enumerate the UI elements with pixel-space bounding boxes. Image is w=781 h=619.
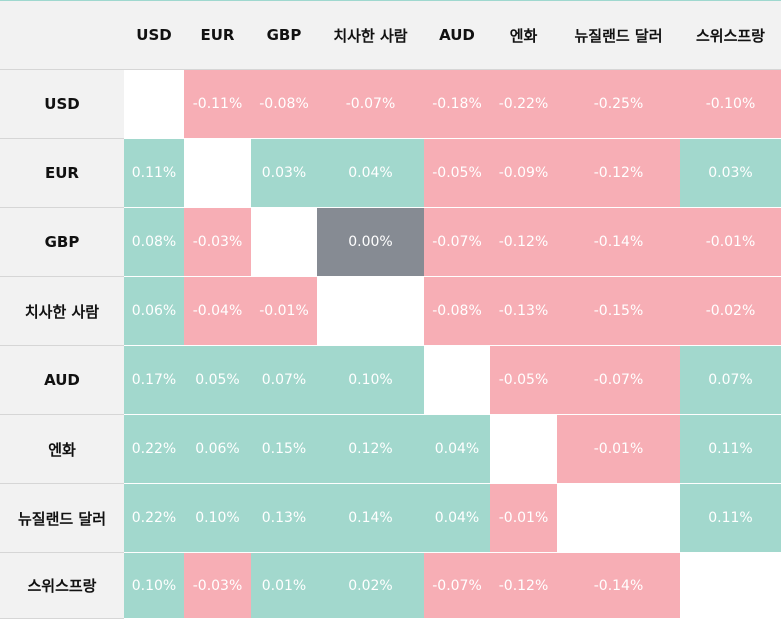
rate-change-cell: 0.01%: [251, 553, 317, 619]
rate-change-cell: 0.11%: [124, 139, 184, 208]
rate-change-cell: -0.13%: [490, 277, 557, 346]
rate-change-cell: -0.01%: [251, 277, 317, 346]
rate-change-cell: 0.04%: [424, 415, 490, 484]
row-header: USD: [0, 70, 124, 139]
rate-change-cell: 0.22%: [124, 415, 184, 484]
diagonal-empty-cell: [317, 277, 424, 346]
rate-change-cell: -0.04%: [184, 277, 251, 346]
diagonal-empty-cell: [424, 346, 490, 415]
rate-change-cell: 0.04%: [424, 484, 490, 553]
rate-change-cell: 0.03%: [251, 139, 317, 208]
row-header: EUR: [0, 139, 124, 208]
diagonal-empty-cell: [184, 139, 251, 208]
column-header: 치사한 사람: [317, 1, 424, 70]
rate-change-cell: 0.13%: [251, 484, 317, 553]
rate-change-cell: 0.10%: [317, 346, 424, 415]
column-header: AUD: [424, 1, 490, 70]
rate-change-cell: -0.01%: [680, 208, 781, 277]
rate-change-cell: 0.00%: [317, 208, 424, 277]
rate-change-cell: 0.07%: [251, 346, 317, 415]
rate-change-cell: -0.09%: [490, 139, 557, 208]
rate-change-cell: -0.05%: [490, 346, 557, 415]
rate-change-cell: -0.01%: [557, 415, 680, 484]
rate-change-cell: -0.14%: [557, 208, 680, 277]
rate-change-cell: 0.11%: [680, 484, 781, 553]
rate-change-cell: -0.15%: [557, 277, 680, 346]
row-header: 엔화: [0, 415, 124, 484]
rate-change-cell: 0.03%: [680, 139, 781, 208]
diagonal-empty-cell: [490, 415, 557, 484]
column-header: USD: [124, 1, 184, 70]
rate-change-cell: -0.12%: [490, 553, 557, 619]
rate-change-cell: -0.02%: [680, 277, 781, 346]
rate-change-cell: 0.10%: [184, 484, 251, 553]
rate-change-cell: -0.14%: [557, 553, 680, 619]
column-header: 엔화: [490, 1, 557, 70]
rate-change-cell: -0.07%: [424, 553, 490, 619]
rate-change-cell: 0.02%: [317, 553, 424, 619]
rate-change-cell: 0.08%: [124, 208, 184, 277]
table-corner: [0, 1, 124, 70]
rate-change-cell: 0.10%: [124, 553, 184, 619]
rate-change-cell: -0.12%: [557, 139, 680, 208]
row-header: GBP: [0, 208, 124, 277]
rate-change-cell: 0.22%: [124, 484, 184, 553]
rate-change-cell: -0.07%: [424, 208, 490, 277]
rate-change-cell: 0.17%: [124, 346, 184, 415]
rate-change-cell: 0.06%: [184, 415, 251, 484]
rate-change-cell: -0.18%: [424, 70, 490, 139]
rate-change-cell: 0.06%: [124, 277, 184, 346]
rate-change-cell: -0.01%: [490, 484, 557, 553]
rate-change-cell: -0.05%: [424, 139, 490, 208]
row-header: 스위스프랑: [0, 553, 124, 619]
rate-change-cell: 0.04%: [317, 139, 424, 208]
rate-change-cell: -0.08%: [424, 277, 490, 346]
rate-change-cell: -0.08%: [251, 70, 317, 139]
rate-change-cell: 0.07%: [680, 346, 781, 415]
row-header: 치사한 사람: [0, 277, 124, 346]
column-header: 뉴질랜드 달러: [557, 1, 680, 70]
rate-change-cell: -0.03%: [184, 553, 251, 619]
rate-change-cell: -0.22%: [490, 70, 557, 139]
rate-change-cell: 0.05%: [184, 346, 251, 415]
rate-change-cell: -0.10%: [680, 70, 781, 139]
column-header: GBP: [251, 1, 317, 70]
rate-change-cell: 0.15%: [251, 415, 317, 484]
rate-change-cell: 0.12%: [317, 415, 424, 484]
rate-change-cell: -0.11%: [184, 70, 251, 139]
rate-change-cell: -0.03%: [184, 208, 251, 277]
row-header: 뉴질랜드 달러: [0, 484, 124, 553]
diagonal-empty-cell: [124, 70, 184, 139]
rate-change-cell: -0.07%: [317, 70, 424, 139]
rate-change-cell: 0.11%: [680, 415, 781, 484]
rate-change-cell: -0.25%: [557, 70, 680, 139]
diagonal-empty-cell: [557, 484, 680, 553]
diagonal-empty-cell: [251, 208, 317, 277]
diagonal-empty-cell: [680, 553, 781, 619]
column-header: EUR: [184, 1, 251, 70]
row-header: AUD: [0, 346, 124, 415]
rate-change-cell: 0.14%: [317, 484, 424, 553]
rate-change-cell: -0.12%: [490, 208, 557, 277]
column-header: 스위스프랑: [680, 1, 781, 70]
rate-change-cell: -0.07%: [557, 346, 680, 415]
